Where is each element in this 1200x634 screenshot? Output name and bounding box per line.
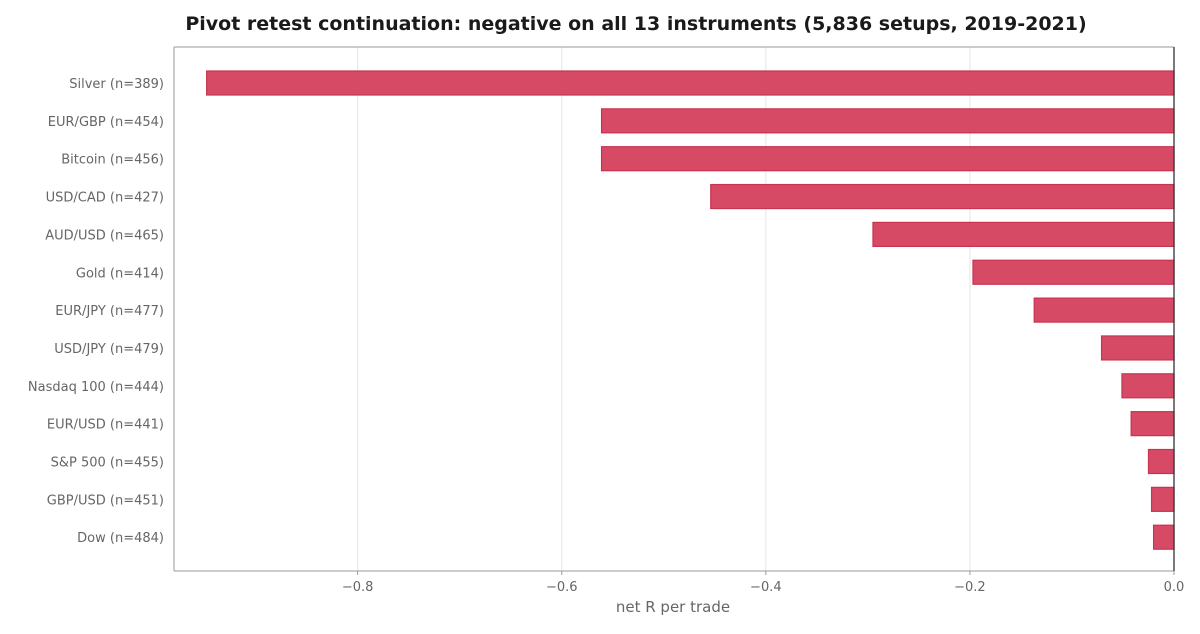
y-tick-label-5: Gold (n=414) [76,266,164,281]
y-tick-label-4: AUD/USD (n=465) [45,228,164,243]
y-tick-label-9: EUR/USD (n=441) [47,418,164,433]
bar-4 [872,221,1175,247]
chart-title: Pivot retest continuation: negative on a… [185,13,1086,35]
bar-8 [1121,373,1175,399]
bar-11 [1150,486,1175,512]
bar-2 [600,146,1175,172]
x-tick-label-4: 0.0 [1164,580,1185,595]
grid-lines [357,47,971,571]
y-tick-labels: Silver (n=389) EUR/GBP (n=454) Bitcoin (n=… [28,77,164,546]
bars [206,70,1175,550]
bar-3 [710,183,1175,210]
y-tick-label-6: EUR/JPY (n=477) [55,304,164,319]
y-tick-label-1: EUR/GBP (n=454) [48,115,164,130]
x-tick-label-3: −0.2 [954,580,986,595]
bar-5 [972,259,1175,285]
bar-10 [1147,448,1175,475]
y-tick-label-11: GBP/USD (n=451) [47,493,164,508]
y-tick-label-8: Nasdaq 100 (n=444) [28,380,164,395]
x-tick-label-0: −0.8 [342,580,374,595]
plot-frame [173,46,1175,572]
x-tick-label-2: −0.4 [750,580,782,595]
y-tick-label-2: Bitcoin (n=456) [61,153,164,168]
y-tick-label-7: USD/JPY (n=479) [54,342,164,357]
x-tick-labels: −0.8 −0.6 −0.4 −0.2 0.0 [342,571,1184,595]
y-tick-label-0: Silver (n=389) [69,77,164,92]
x-tick-label-1: −0.6 [546,580,578,595]
x-axis-label: net R per trade [616,598,730,616]
bar-12 [1152,524,1175,550]
bar-7 [1100,335,1175,361]
bar-1 [600,108,1175,134]
bar-0 [206,70,1175,96]
bar-9 [1130,411,1175,437]
y-tick-label-3: USD/CAD (n=427) [46,191,164,206]
y-tick-label-10: S&P 500 (n=455) [51,456,164,471]
bar-6 [1033,297,1175,323]
y-tick-label-12: Dow (n=484) [77,531,164,546]
